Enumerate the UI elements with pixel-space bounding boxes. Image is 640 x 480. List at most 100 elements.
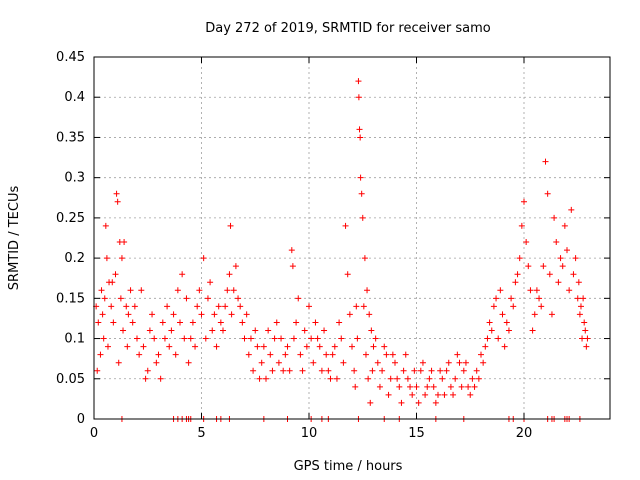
data-point (576, 311, 583, 318)
data-point (124, 343, 131, 350)
data-point (473, 367, 480, 374)
data-point (357, 134, 364, 141)
data-point (333, 375, 340, 382)
data-point (572, 255, 579, 262)
y-tick-label: 0 (77, 412, 85, 427)
data-point (355, 94, 362, 101)
data-point (267, 351, 274, 358)
y-tick-label: 0.1 (64, 332, 85, 347)
data-point (357, 174, 364, 181)
data-point (383, 351, 390, 358)
data-point (505, 327, 512, 334)
data-point (360, 303, 367, 310)
y-tick-label: 0.05 (56, 372, 85, 387)
data-point (471, 383, 478, 390)
data-point (570, 271, 577, 278)
data-point (293, 319, 300, 326)
data-point (325, 367, 332, 374)
data-point (224, 287, 231, 294)
plot-frame (93, 56, 611, 420)
data-point (243, 311, 250, 318)
data-point (462, 359, 469, 366)
data-point (103, 255, 110, 262)
data-point (540, 263, 547, 270)
data-point (435, 391, 441, 398)
data-point (336, 319, 343, 326)
data-point (303, 343, 310, 350)
data-point (527, 287, 534, 294)
data-point (344, 271, 351, 278)
data-point (247, 335, 254, 342)
data-point (230, 287, 237, 294)
y-tick-label: 0.3 (64, 171, 85, 186)
data-point (568, 206, 575, 213)
data-point (346, 311, 353, 318)
data-point (202, 335, 209, 342)
data-point (278, 335, 285, 342)
x-tick-label: 20 (516, 426, 533, 441)
data-point (239, 319, 246, 326)
data-point (379, 367, 386, 374)
data-point (544, 190, 551, 197)
data-point (443, 367, 450, 374)
data-point (525, 263, 532, 270)
data-point (482, 343, 489, 350)
data-point (204, 295, 211, 302)
y-axis-label: SRMTID / TECUs (7, 186, 22, 291)
data-point (110, 319, 117, 326)
data-point (112, 271, 119, 278)
data-point (340, 359, 347, 366)
data-point (475, 375, 482, 382)
data-point (237, 303, 244, 310)
data-point (127, 287, 134, 294)
data-point (407, 383, 414, 390)
data-point (387, 375, 394, 382)
data-point (392, 359, 398, 366)
data-point (136, 351, 143, 358)
data-point (411, 367, 418, 374)
data-point (426, 375, 433, 382)
data-point (308, 335, 315, 342)
data-point (553, 239, 560, 246)
data-point (192, 343, 199, 350)
data-point (125, 311, 132, 318)
data-point (95, 319, 102, 326)
data-point (480, 359, 487, 366)
data-point (579, 335, 586, 342)
data-point (356, 126, 363, 133)
data-point (374, 359, 381, 366)
data-point (415, 399, 422, 406)
data-point (321, 327, 328, 334)
x-tick-label: 5 (197, 426, 205, 441)
data-point (445, 359, 452, 366)
data-point (121, 239, 128, 246)
data-point (117, 295, 124, 302)
data-point (355, 78, 362, 85)
data-point (314, 335, 321, 342)
data-point (352, 383, 359, 390)
data-point (331, 343, 338, 350)
data-point (228, 311, 235, 318)
data-point (318, 367, 325, 374)
data-point (170, 311, 177, 318)
data-point (189, 319, 196, 326)
data-point (523, 239, 530, 246)
data-point (271, 335, 278, 342)
data-point (484, 335, 491, 342)
data-point (166, 343, 173, 350)
data-point (365, 375, 372, 382)
data-point (241, 335, 248, 342)
data-point (172, 351, 179, 358)
data-point (508, 295, 515, 302)
data-point (98, 287, 105, 294)
data-point (207, 279, 214, 286)
data-point (381, 343, 388, 350)
data-point (518, 222, 525, 229)
data-point (187, 335, 194, 342)
data-point (458, 383, 465, 390)
data-point (422, 391, 429, 398)
data-point (359, 214, 366, 221)
data-point (108, 303, 115, 310)
data-point (396, 383, 403, 390)
